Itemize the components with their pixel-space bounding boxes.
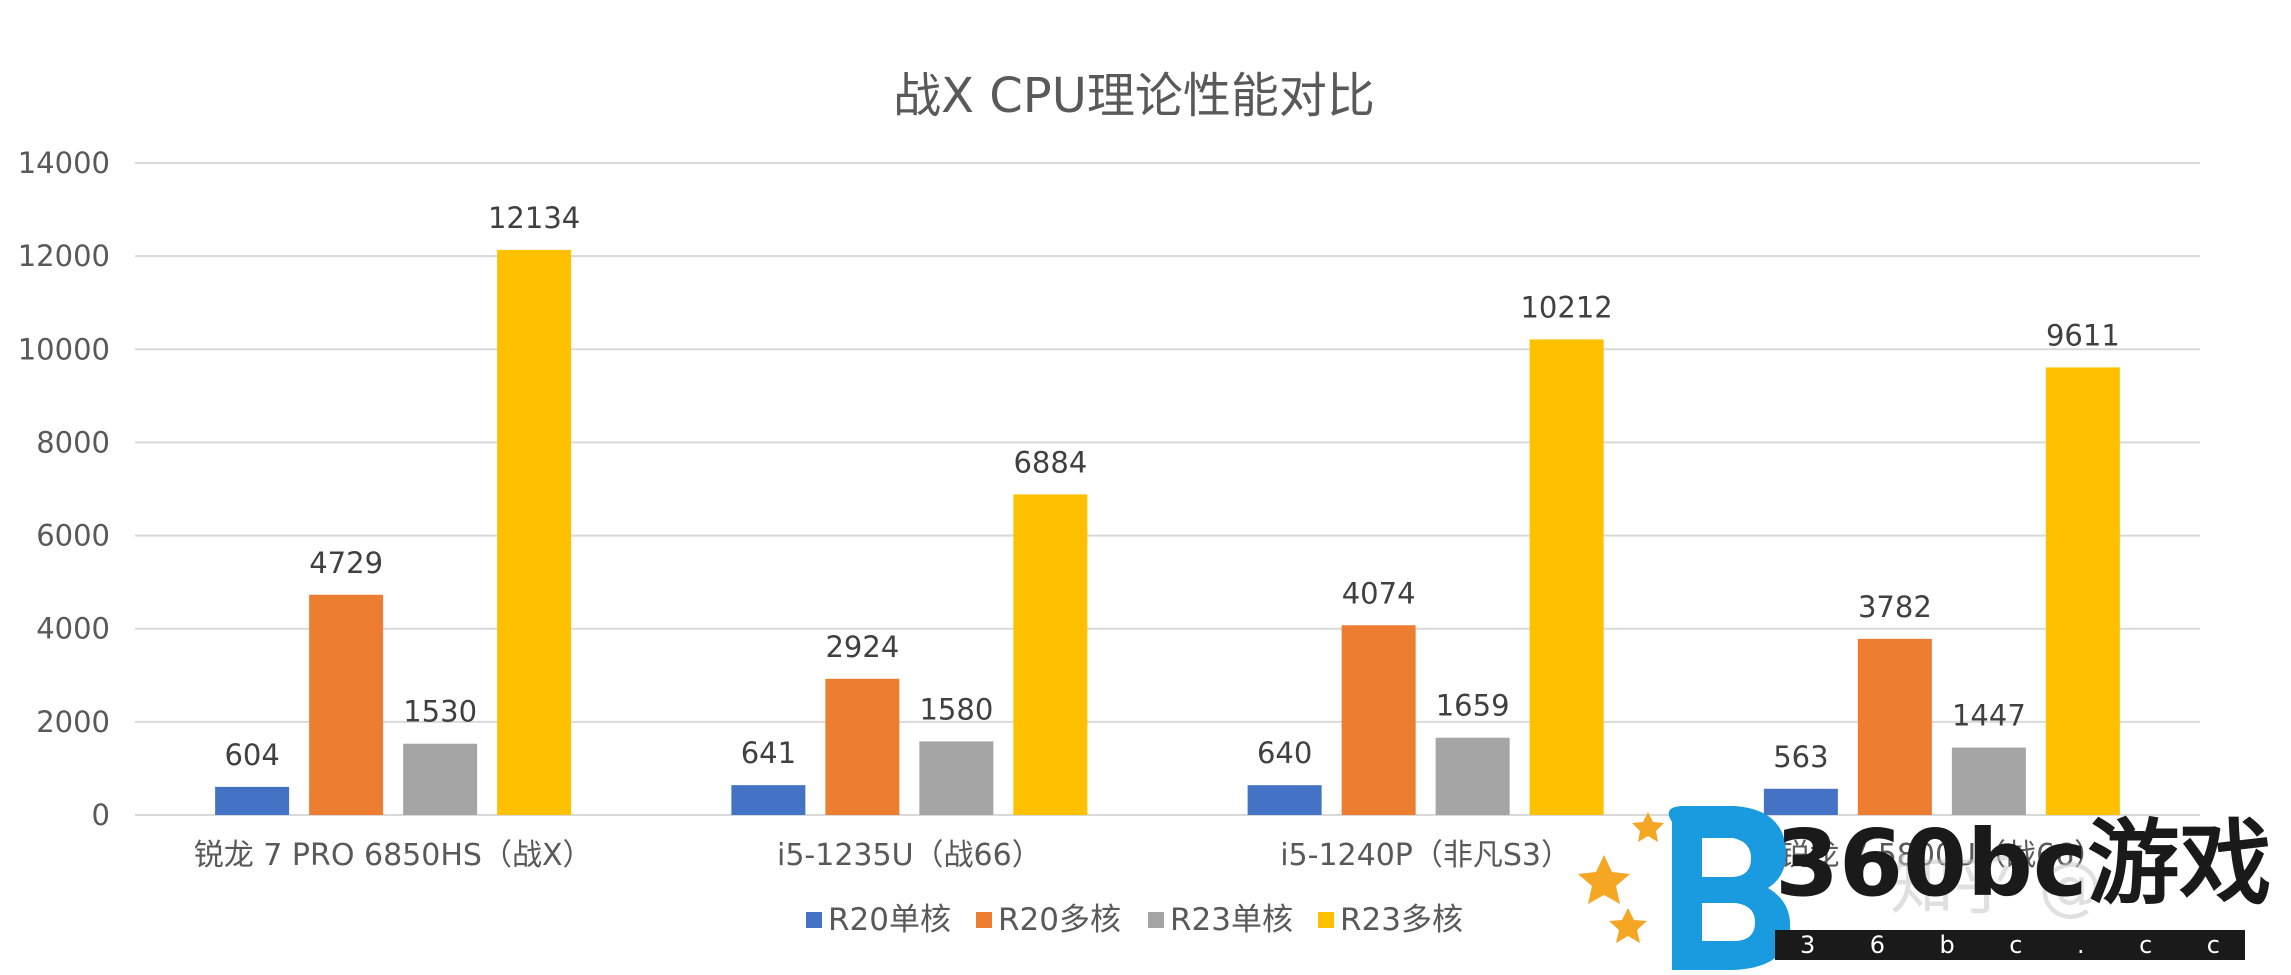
bar <box>1247 785 1322 815</box>
bar <box>497 249 572 815</box>
bar <box>1951 747 2026 815</box>
data-label: 4074 <box>1342 576 1416 610</box>
bar <box>403 743 478 815</box>
bar <box>1341 625 1416 815</box>
data-label: 12134 <box>488 201 580 235</box>
legend-label: R20多核 <box>998 902 1121 938</box>
data-label: 641 <box>741 736 796 770</box>
data-label: 10212 <box>1520 290 1612 324</box>
watermark-brand: 360bc游戏 <box>1775 810 2271 917</box>
data-label: 2924 <box>825 630 899 664</box>
bar <box>2045 367 2120 815</box>
chart-title: 战X CPU理论性能对比 <box>893 68 1375 124</box>
x-category-label: i5-1235U（战66） <box>777 838 1042 873</box>
data-label: 6884 <box>1013 445 1087 479</box>
star-icon <box>1578 812 1664 943</box>
y-axis-ticks: 0 2000 4000 6000 8000 10000 12000 14000 <box>18 146 110 832</box>
y-tick-label: 8000 <box>36 425 110 459</box>
x-category-label: 锐龙 7 5800U（战66） <box>1780 838 2105 873</box>
y-tick-label: 12000 <box>18 239 110 273</box>
x-category-label: i5-1240P（非凡S3） <box>1280 838 1571 873</box>
bar <box>309 594 384 815</box>
y-tick-label: 6000 <box>36 519 110 553</box>
watermark-faint-text: 知乎 @ <box>1890 850 2102 924</box>
legend: R20单核 R20多核 R23单核 R23多核 <box>806 902 1463 938</box>
logo-b-icon <box>1668 806 1791 970</box>
data-label: 604 <box>224 738 279 772</box>
legend-swatch <box>806 912 822 928</box>
data-labels: 604 4729 1530 12134 641 2924 1580 6884 640 4074 16… <box>224 201 2119 774</box>
y-tick-label: 14000 <box>18 146 110 180</box>
bar <box>1435 737 1510 815</box>
x-category-label: 锐龙 7 PRO 6850HS（战X） <box>194 838 593 873</box>
bar <box>731 785 806 815</box>
bar <box>919 741 994 815</box>
legend-swatch <box>976 912 992 928</box>
legend-swatch <box>1318 912 1334 928</box>
x-axis-categories: 锐龙 7 PRO 6850HS（战X） i5-1235U（战66） i5-1240P… <box>194 838 2104 873</box>
bar <box>1857 638 1932 815</box>
bar <box>215 786 290 815</box>
bar <box>1013 494 1088 815</box>
data-label: 3782 <box>1858 590 1932 624</box>
y-tick-label: 4000 <box>36 612 110 646</box>
data-label: 1580 <box>919 692 993 726</box>
data-label: 9611 <box>2046 318 2120 352</box>
data-label: 4729 <box>309 546 383 580</box>
legend-label: R20单核 <box>828 902 951 938</box>
y-tick-label: 10000 <box>18 332 110 366</box>
data-label: 1659 <box>1436 689 1510 723</box>
watermark-logo: 知乎 @ 360bc游戏 3 6 b c . c c <box>1578 806 2271 970</box>
gridlines <box>135 162 2200 816</box>
legend-swatch <box>1148 912 1164 928</box>
legend-label: R23多核 <box>1340 902 1463 938</box>
watermark-domain: 3 6 b c . c c <box>1800 931 2220 959</box>
bar <box>1529 339 1604 815</box>
data-label: 563 <box>1773 740 1828 774</box>
data-label: 640 <box>1257 736 1312 770</box>
data-label: 1530 <box>403 695 477 729</box>
y-tick-label: 2000 <box>36 705 110 739</box>
watermark-domain-band <box>1775 930 2245 960</box>
bar <box>1763 788 1838 815</box>
bars <box>215 249 2120 815</box>
bar <box>825 678 900 815</box>
legend-label: R23单核 <box>1170 902 1293 938</box>
y-tick-label: 0 <box>92 798 110 832</box>
data-label: 1447 <box>1952 699 2026 733</box>
